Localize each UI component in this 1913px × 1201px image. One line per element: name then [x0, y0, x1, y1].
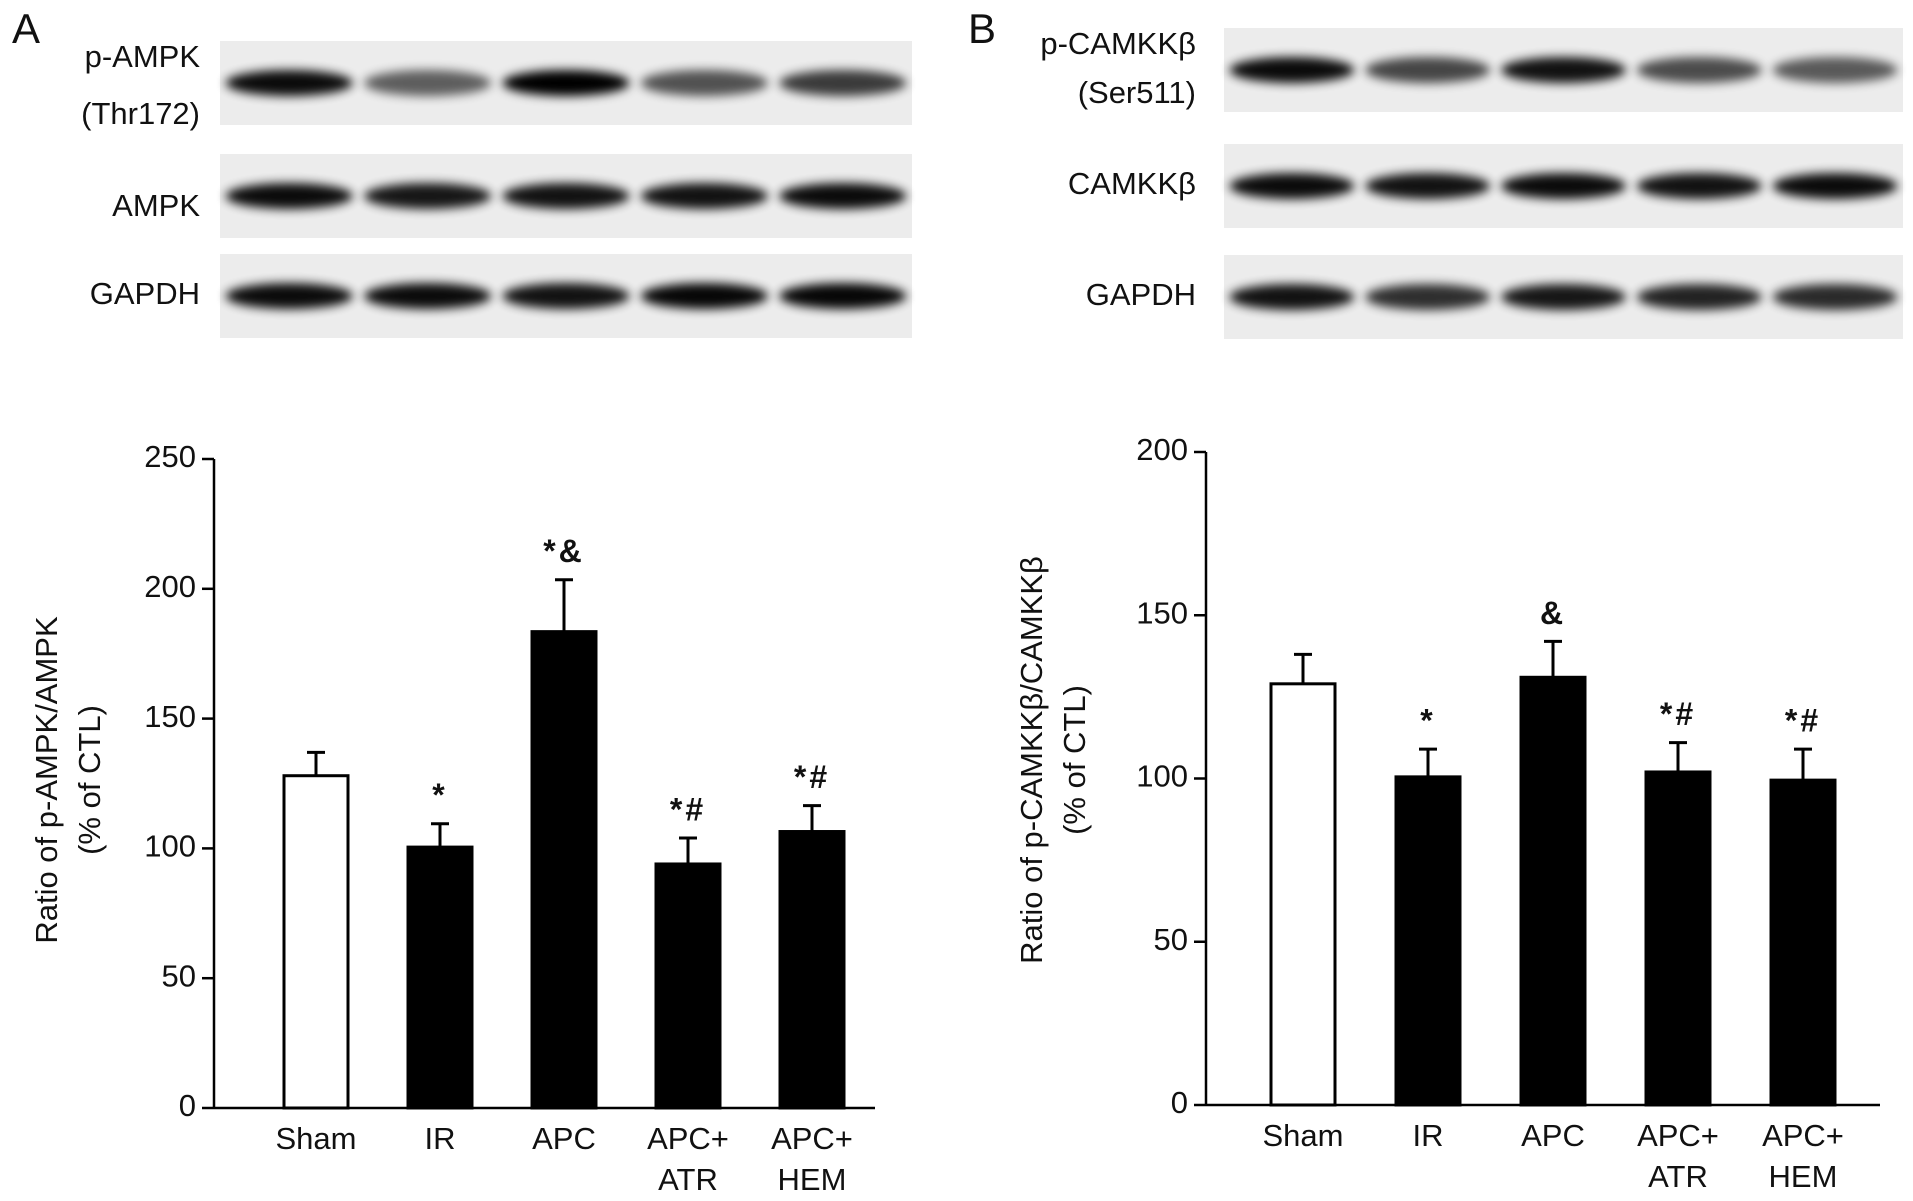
blot-band	[1365, 284, 1491, 310]
x-tick-label: HEM	[778, 1162, 847, 1197]
y-tick-label: 150	[1136, 595, 1188, 630]
blot-band	[640, 283, 769, 309]
blot-band	[779, 70, 907, 96]
blot-label: AMPK	[112, 188, 200, 223]
bar	[282, 774, 350, 1110]
blot-band	[225, 70, 353, 96]
x-tick-label: IR	[1413, 1118, 1444, 1153]
y-tick-label: 0	[1171, 1085, 1188, 1120]
x-tick-label: APC+	[771, 1121, 853, 1156]
significance-label: *#	[1785, 703, 1821, 739]
blot-band	[1636, 284, 1762, 310]
significance-label: *	[1420, 703, 1435, 739]
bar	[1269, 682, 1337, 1107]
y-axis-label: (% of CTL)	[1057, 685, 1092, 835]
blot-band	[1501, 57, 1626, 83]
blot-band	[779, 183, 907, 209]
significance-label: *	[432, 777, 447, 813]
blot-label: GAPDH	[1086, 277, 1196, 312]
blot-band	[225, 283, 353, 309]
blot-band	[1229, 173, 1355, 199]
y-tick-label: 100	[1136, 759, 1188, 794]
x-tick-label: APC+	[647, 1121, 729, 1156]
blot-band	[640, 70, 769, 96]
y-tick-label: 250	[144, 439, 196, 474]
blot-band	[1501, 173, 1626, 199]
bar	[1519, 675, 1587, 1107]
y-tick-label: 50	[162, 958, 196, 993]
significance-label: *#	[1660, 696, 1696, 732]
y-axis-label: Ratio of p-AMPK/AMPK	[29, 616, 64, 944]
y-tick-label: 100	[144, 829, 196, 864]
blot-band	[640, 183, 769, 209]
blot-band	[1365, 173, 1491, 199]
x-tick-label: Sham	[1263, 1118, 1344, 1153]
blot-label: p-CAMKKβ	[1040, 26, 1196, 61]
blot-label: (Ser511)	[1078, 75, 1196, 110]
blot-band	[363, 283, 492, 309]
x-tick-label: IR	[425, 1121, 456, 1156]
panel-label: B	[968, 5, 996, 52]
blot-band	[1772, 284, 1898, 310]
blot-band	[1636, 57, 1762, 83]
bar	[406, 845, 474, 1110]
y-tick-label: 200	[1136, 432, 1188, 467]
blot-band	[502, 70, 630, 96]
blot-band	[363, 183, 492, 209]
x-tick-label: ATR	[1648, 1159, 1708, 1194]
blot-band	[1229, 57, 1355, 83]
significance-label: &	[1540, 595, 1566, 631]
bar	[1769, 778, 1837, 1107]
bar	[654, 862, 722, 1110]
significance-label: *#	[794, 759, 830, 795]
blot-band	[1772, 173, 1898, 199]
blot-band	[1365, 57, 1491, 83]
y-tick-label: 0	[179, 1088, 196, 1123]
x-tick-label: APC+	[1762, 1118, 1844, 1153]
blot-band	[1772, 57, 1898, 83]
blot-label: p-AMPK	[85, 39, 201, 74]
blot-band	[1229, 284, 1355, 310]
x-tick-label: HEM	[1769, 1159, 1838, 1194]
blot-band	[502, 183, 630, 209]
x-tick-label: ATR	[658, 1162, 718, 1197]
blot-label: (Thr172)	[81, 96, 200, 131]
blot-band	[502, 283, 630, 309]
significance-label: *#	[670, 791, 706, 827]
x-tick-label: APC+	[1637, 1118, 1719, 1153]
panel-label: A	[12, 5, 40, 52]
bar	[778, 830, 846, 1110]
significance-label: *&	[543, 533, 585, 569]
bar	[530, 630, 598, 1110]
y-tick-label: 150	[144, 699, 196, 734]
y-tick-label: 200	[144, 569, 196, 604]
blot-band	[1501, 284, 1626, 310]
bar	[1394, 775, 1462, 1107]
x-tick-label: Sham	[276, 1121, 357, 1156]
blot-band	[1636, 173, 1762, 199]
blot-band	[225, 183, 353, 209]
blot-label: GAPDH	[90, 276, 200, 311]
y-axis-label: Ratio of p-CAMKKβ/CAMKKβ	[1014, 556, 1049, 964]
blot-band	[779, 283, 907, 309]
y-tick-label: 50	[1154, 922, 1188, 957]
x-tick-label: APC	[532, 1121, 596, 1156]
bar	[1644, 770, 1712, 1107]
y-axis-label: (% of CTL)	[72, 705, 107, 855]
blot-band	[363, 70, 492, 96]
x-tick-label: APC	[1521, 1118, 1585, 1153]
blot-label: CAMKKβ	[1068, 166, 1196, 201]
